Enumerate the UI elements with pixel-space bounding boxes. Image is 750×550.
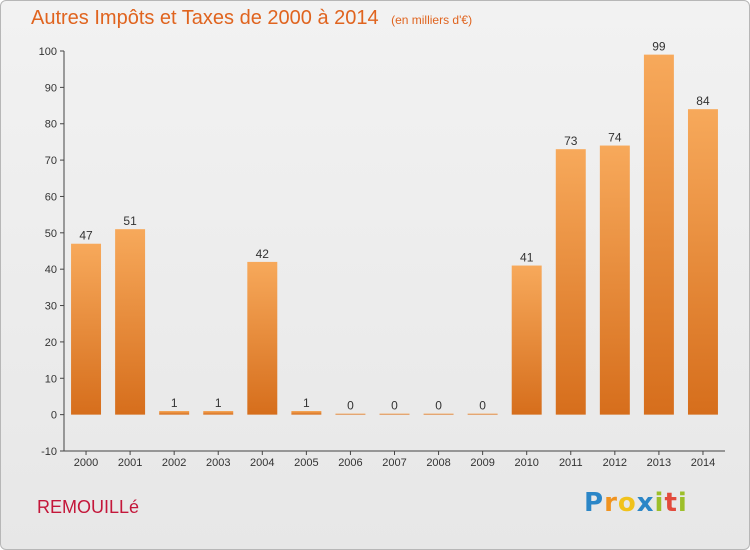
x-tick-label: 2000 [74,457,98,469]
bar [203,411,234,415]
data-label: 0 [391,399,398,413]
bar [643,54,674,415]
data-label: 0 [347,399,354,413]
bar [247,261,278,415]
y-tick-label: 70 [45,155,57,167]
proxiti-logo: Proxiti [584,488,688,518]
x-tick-label: 2009 [470,457,494,469]
data-label: 0 [479,399,486,413]
x-tick-label: 2014 [691,457,715,469]
y-tick-label: 80 [45,119,57,131]
data-label: 1 [303,396,310,410]
bar [335,413,366,415]
bar [599,145,630,415]
x-tick-label: 2008 [426,457,450,469]
bar [159,411,190,415]
x-tick-label: 2012 [603,457,627,469]
bar [423,413,454,415]
data-label: 42 [256,247,270,261]
bar [291,411,322,415]
y-tick-label: 10 [45,373,57,385]
y-tick-label: 100 [39,46,57,58]
bar [71,243,102,415]
x-tick-label: 2013 [647,457,671,469]
bar [467,413,498,415]
x-tick-label: 2011 [559,457,583,469]
data-label: 0 [435,399,442,413]
bar [511,265,542,415]
x-tick-label: 2006 [338,457,362,469]
x-tick-label: 2002 [162,457,186,469]
y-tick-label: 0 [51,410,57,422]
y-tick-label: 60 [45,191,57,203]
y-tick-label: 40 [45,264,57,276]
data-label: 47 [79,229,93,243]
x-tick-label: 2004 [250,457,274,469]
x-tick-label: 2010 [514,457,538,469]
chart-unit: (en milliers d'€) [391,13,473,27]
x-tick-label: 2007 [382,457,406,469]
chart-title-text: Autres Impôts et Taxes de 2000 à 2014 [31,7,379,29]
bar [115,229,146,415]
bar [379,413,410,415]
data-label: 74 [608,131,622,145]
y-tick-label: -10 [41,446,57,458]
x-tick-label: 2003 [206,457,230,469]
data-label: 51 [123,214,137,228]
data-label: 1 [215,396,222,410]
y-tick-label: 50 [45,228,57,240]
chart-title: Autres Impôts et Taxes de 2000 à 2014 (e… [31,7,472,30]
x-tick-label: 2005 [294,457,318,469]
x-tick-label: 2001 [118,457,142,469]
data-label: 99 [652,40,666,54]
data-label: 84 [696,94,710,108]
y-tick-label: 90 [45,82,57,94]
data-label: 73 [564,134,578,148]
data-label: 1 [171,396,178,410]
commune-name: REMOUILLé [37,497,140,517]
bar [555,149,586,415]
bar [687,109,718,415]
y-tick-label: 30 [45,301,57,313]
data-label: 41 [520,251,534,265]
y-tick-label: 20 [45,337,57,349]
